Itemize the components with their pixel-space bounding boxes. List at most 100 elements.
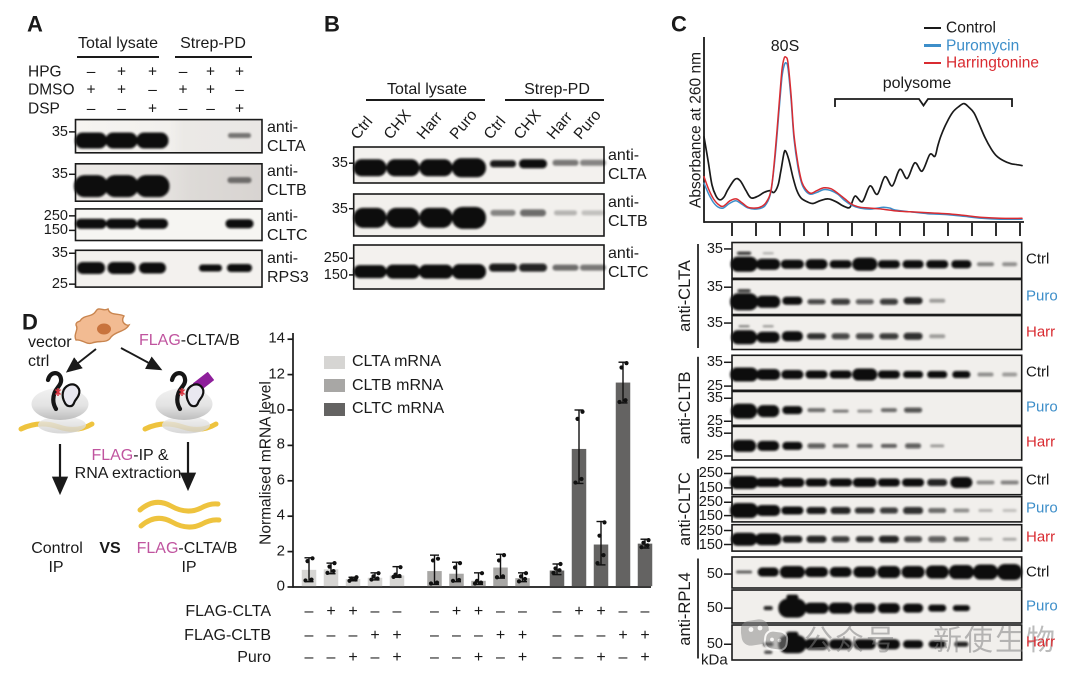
rna-extraction-label: RNA extraction	[74, 465, 182, 483]
mrna-ytick-0: 0	[276, 577, 285, 595]
mrna-ytick-2: 2	[276, 542, 285, 560]
panel-c-strip-anti-CLTC-Puro	[731, 495, 1023, 523]
panel-a-antibody-anti-CLTB-line1: anti-	[267, 163, 299, 181]
panel-c-row-anti-CLTB-Puro: Puro	[1026, 398, 1058, 416]
watermark-text-2: 新使生物	[933, 625, 1058, 657]
panel-b-antibody-anti-CLTC-line1: anti-	[608, 244, 640, 262]
legend-label-Puromycin: Puromycin	[946, 36, 1020, 54]
bar-sign: –	[496, 603, 505, 621]
panel-a-anti-CLTA-marker-35: 35	[51, 123, 68, 140]
arrow-to-flag-construct	[120, 347, 163, 371]
bar-sign: –	[496, 649, 505, 667]
control-ip-label-line2: IP	[48, 559, 64, 577]
bar-sign: +	[326, 603, 336, 621]
panel-c-anti-RPL4-Ctrl-marker-50: 50	[706, 565, 723, 582]
panel-a-antibody-anti-CLTC-line1: anti-	[267, 208, 299, 226]
panel-b-header-total-lysate: Total lysate	[386, 81, 468, 99]
panel-c-group-anti-CLTA: anti-CLTA	[675, 260, 694, 332]
flag-ip-label: FLAG-IP &	[91, 447, 169, 465]
panel-a-sign: –	[178, 63, 188, 81]
bar-sign: –	[518, 603, 527, 621]
rna-squiggle-2	[138, 515, 222, 530]
panel-a-condition-DSP: DSP	[28, 100, 60, 118]
bar-sign: –	[304, 603, 314, 621]
panel-c-group-anti-RPL4: anti-RPL4	[675, 571, 694, 646]
bar-sign: –	[452, 627, 461, 645]
panel-a-sign: +	[86, 81, 96, 99]
flag-clta-b-construct-label: FLAG-CLTA/B	[139, 332, 240, 350]
bar-condition-Puro: Puro	[237, 649, 271, 667]
legend-dash-Harringtonine	[924, 61, 941, 65]
panel-a-underline-total-lysate	[77, 56, 159, 58]
panel-a-label: A	[27, 11, 43, 37]
panel-c-anti-CLTC-Puro-marker-150: 150	[698, 507, 723, 524]
panel-a-anti-RPS3-marker-25: 25	[51, 276, 68, 293]
panel-c-anti-CLTC-Harr-marker-250: 250	[698, 522, 723, 539]
panel-c-anti-CLTA-Puro-marker-35: 35	[706, 279, 723, 296]
bar-sign: –	[552, 649, 562, 667]
bar-sign: –	[370, 603, 380, 621]
panel-c-anti-RPL4-Harr-marker-50: 50	[706, 636, 723, 653]
bar-sign: –	[596, 627, 606, 645]
peak-80s-label: 80S	[770, 38, 800, 56]
control-ip-label-line1: Control	[31, 540, 83, 558]
panel-a-sign: –	[148, 81, 157, 99]
panel-a-antibody-anti-CLTA-line1: anti-	[267, 119, 299, 137]
bar-sign: –	[326, 627, 336, 645]
panel-c-group-anti-CLTB: anti-CLTB	[675, 371, 694, 445]
mrna-ytick-10: 10	[268, 400, 285, 418]
bar-CLTA-3	[345, 579, 361, 587]
panel-a-header-strep-pd: Strep-PD	[180, 35, 246, 53]
panel-a-sign: +	[116, 81, 127, 99]
bar-sign: –	[304, 627, 314, 645]
panel-c-anti-CLTC-Harr-marker-150: 150	[698, 536, 723, 553]
panel-c-row-anti-CLTC-Ctrl: Ctrl	[1026, 471, 1050, 489]
panel-c-anti-RPL4-Puro-marker-50: 50	[706, 600, 723, 617]
panel-c-anti-CLTB-Harr-marker-25: 25	[706, 447, 723, 464]
panel-a-anti-CLTC-marker-250: 250	[43, 207, 68, 224]
panel-b-underline-strep-pd	[505, 99, 604, 101]
panel-a-sign: –	[86, 63, 96, 81]
stall-mark	[178, 388, 186, 396]
bar-sign: +	[517, 649, 528, 667]
panel-a-condition-HPG: HPG	[28, 63, 62, 81]
legend-dash-Puromycin	[924, 44, 941, 47]
bar-sign: –	[430, 649, 439, 667]
bar-sign: +	[574, 603, 584, 621]
bar-sign: –	[640, 603, 650, 621]
nascent-chain	[45, 371, 64, 412]
profile-curve-Puromycin	[703, 62, 1023, 221]
bar-CLTA-5	[389, 575, 405, 587]
panel-b-antibody-anti-CLTB-line2: CLTB	[608, 212, 648, 230]
arrow-to-vector-ctrl	[65, 348, 97, 373]
bar-condition-FLAG-CLTB: FLAG-CLTB	[184, 627, 271, 645]
bar-sign: +	[618, 627, 628, 645]
panel-c-anti-CLTA-Harr-marker-35: 35	[706, 314, 723, 331]
bar-sign: +	[451, 603, 462, 621]
wechat-bubbles-icon	[741, 619, 789, 652]
bar-sign: –	[574, 627, 584, 645]
panel-a-antibody-anti-CLTA-line2: CLTA	[267, 138, 306, 156]
panel-a-sign: +	[234, 63, 245, 81]
profile-curve-Control	[703, 102, 1023, 209]
watermark: 公众号 新使生物	[741, 615, 1057, 661]
panel-c-row-anti-RPL4-Puro: Puro	[1026, 597, 1058, 615]
mrna-ytick-14: 14	[268, 329, 285, 347]
panel-a-sign: +	[147, 100, 158, 118]
panel-a-anti-RPS3-marker-35: 35	[51, 245, 68, 262]
panel-b-anti-CLTA-marker-35: 35	[331, 155, 348, 172]
panel-a-underline-strep-pd	[175, 56, 252, 58]
panel-a-sign: +	[234, 100, 245, 118]
panel-b-anti-CLTC-marker-250: 250	[323, 250, 348, 267]
panel-c-anti-CLTA-Ctrl-marker-35: 35	[706, 240, 723, 257]
panel-a-condition-DMSO: DMSO	[28, 81, 75, 99]
polysome-label: polysome	[882, 75, 952, 93]
bar-sign: +	[596, 603, 606, 621]
bar-sign: –	[474, 627, 483, 645]
panel-c-group-anti-CLTC: anti-CLTC	[675, 472, 694, 547]
bar-sign: +	[473, 603, 484, 621]
bar-sign: +	[596, 649, 606, 667]
bar-sign: –	[326, 649, 336, 667]
panel-a-sign: +	[178, 81, 188, 99]
